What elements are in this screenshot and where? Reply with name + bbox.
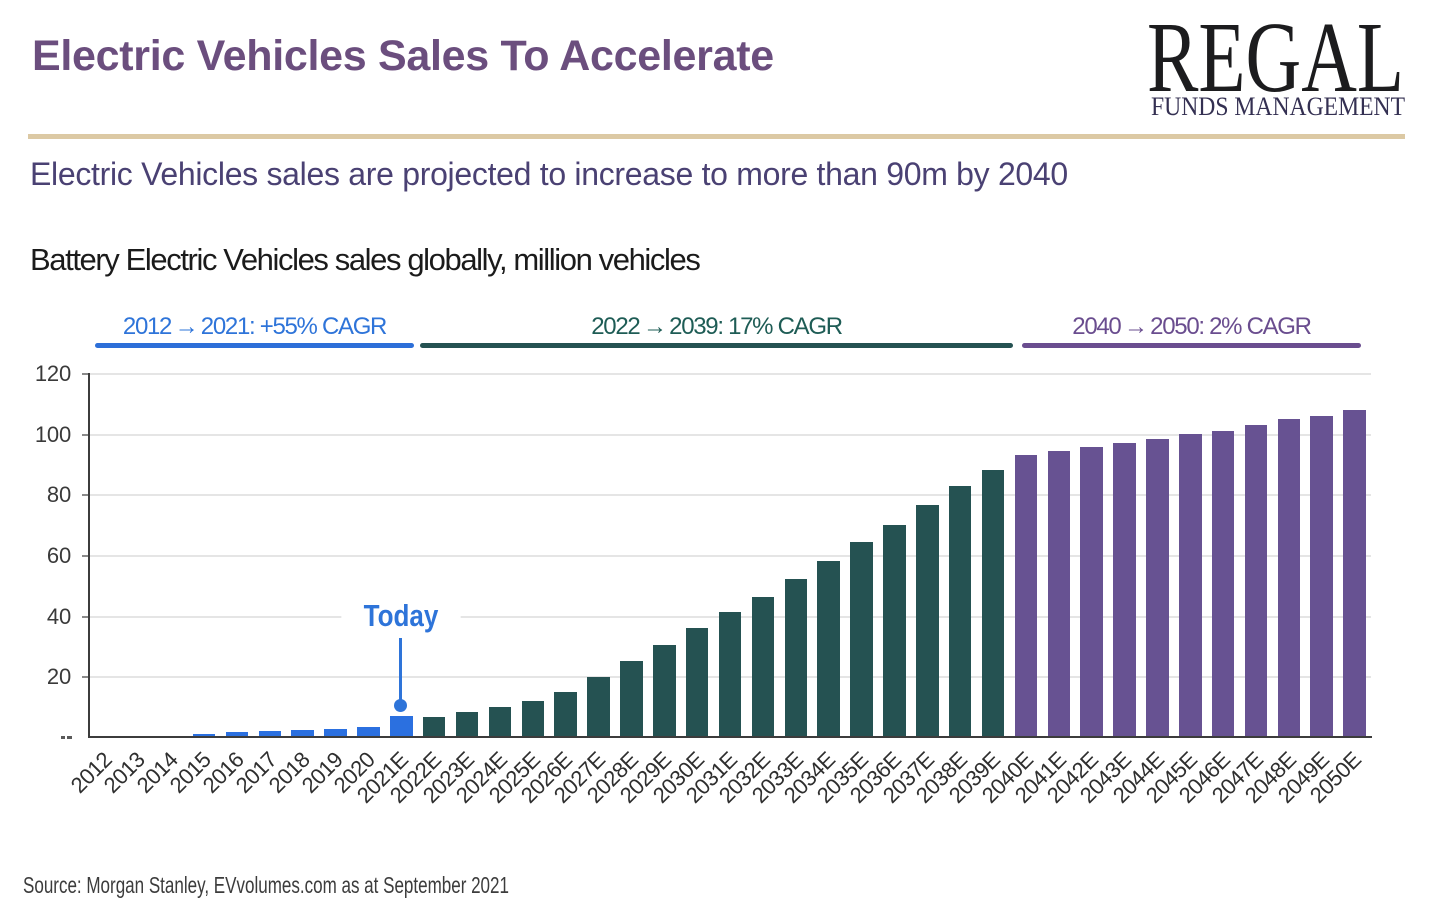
svg-text:FUNDS MANAGEMENT: FUNDS MANAGEMENT [1151, 92, 1405, 121]
svg-text:REGAL: REGAL [1147, 10, 1404, 113]
